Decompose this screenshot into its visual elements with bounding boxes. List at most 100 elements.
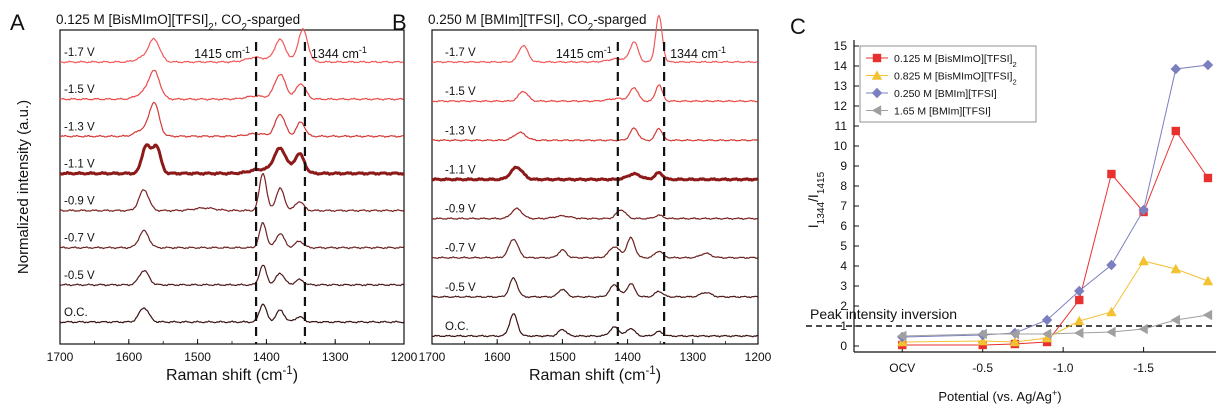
y-axis-label: I1344/I1415: [805, 171, 827, 228]
data-point: [1074, 327, 1084, 339]
x-tick-label: 1500: [549, 350, 576, 364]
chart-title-part: 2: [588, 22, 593, 33]
data-point: [1009, 328, 1020, 340]
data-point: [1041, 328, 1052, 340]
x-tick-label-part: 1500: [184, 350, 211, 364]
y-tick-label: 15: [834, 39, 848, 53]
x-axis-label-part: Raman shift (cm: [529, 367, 645, 384]
reference-label-part: -1: [604, 45, 612, 55]
trace-label-part: -1.3 V: [445, 125, 476, 137]
trace-label-part: -1.5 V: [64, 84, 95, 96]
trace-label: -0.5 V: [64, 270, 95, 282]
x-tick-label: 1200: [391, 350, 418, 364]
y-tick-label: 9: [840, 159, 847, 173]
legend-entry: 0.250 M [BMIm][TFSI]: [894, 88, 997, 100]
reference-label: 1415 cm-1: [556, 45, 612, 61]
chart-title-part: 0.250 M [BMIm][TFSI], CO: [428, 12, 588, 27]
x-axis-label: Raman shift (cm-1): [166, 365, 298, 384]
reference-label-part: -1: [718, 45, 726, 55]
x-tick-label-part: 1200: [745, 350, 772, 364]
legend-entry: 1.65 M [BMIm][TFSI]: [894, 106, 991, 118]
legend-box: [859, 45, 1037, 123]
y-tick-label-part: 4: [840, 259, 847, 273]
legend-entry-part: 0.250 M [BMIm][TFSI]: [894, 88, 997, 100]
y-tick-label-part: 1: [840, 319, 847, 333]
x-tick-label-part: 1600: [115, 350, 142, 364]
trace-label: -1.3 V: [64, 121, 95, 133]
x-tick-label: 1700: [419, 350, 446, 364]
trace-label-part: -0.5 V: [64, 270, 95, 282]
trace-label-part: O.C.: [64, 307, 88, 319]
data-point: [1009, 336, 1021, 347]
spectrum-line: [432, 313, 758, 338]
trace-label-part: -0.7 V: [64, 233, 95, 245]
reference-label: 1344 cm-1: [670, 45, 726, 61]
x-tick-label: 1600: [115, 350, 142, 364]
inversion-label-part: Peak intensity inversion: [810, 306, 957, 322]
spectrum-line: [59, 28, 405, 64]
plot-frame: [59, 29, 405, 345]
panel-letter-part: A: [10, 10, 25, 35]
trace-label: -1.1 V: [64, 158, 95, 170]
data-point: [872, 53, 882, 63]
spectra-panel-b: B 0.250 M [BMIm][TFSI], CO2-sparged 1700 16…: [392, 10, 772, 384]
chart-title-part: -sparged: [247, 12, 300, 27]
spectrum-line: [59, 101, 404, 138]
reference-label-part: -1: [242, 45, 250, 55]
data-point: [1106, 259, 1117, 271]
x-axis-label-part: -1: [282, 365, 292, 377]
x-axis-label: Raman shift (cm-1): [529, 365, 661, 384]
trace-label: -1.5 V: [64, 84, 95, 96]
spectrum-line: [431, 165, 759, 182]
x-tick-label-part: 1300: [322, 350, 349, 364]
y-tick-label-part: 8: [840, 179, 847, 193]
x-axis-label-part: Potential (vs. Ag/Ag: [938, 389, 1051, 404]
y-tick-label-part: 2: [840, 299, 847, 313]
x-tick-label: 1200: [745, 350, 772, 364]
x-tick-label: 1500: [184, 350, 211, 364]
trace-label: -1.7 V: [445, 47, 476, 59]
reference-label-part: 1344 cm: [311, 47, 359, 61]
x-tick-label-part: -0.5: [972, 361, 993, 375]
x-tick-label: -1.0: [1053, 361, 1074, 375]
legend-entry-part: 2: [1012, 77, 1016, 86]
x-axis-label-part: ): [656, 367, 661, 384]
spectrum-line: [431, 84, 758, 103]
panel-letter-part: B: [392, 10, 407, 35]
spectrum-line: [59, 173, 404, 213]
data-point: [871, 70, 883, 80]
x-tick-label-part: 1500: [549, 350, 576, 364]
y-tick-label-part: 5: [840, 239, 847, 253]
x-tick-label: 1300: [679, 350, 706, 364]
data-point: [1170, 263, 1181, 274]
trace-label-part: -0.5 V: [445, 282, 476, 294]
trace-label: -0.5 V: [445, 282, 476, 294]
x-tick-label-part: OCV: [889, 361, 915, 375]
trace-label: -1.3 V: [445, 125, 476, 137]
data-point: [1074, 315, 1085, 326]
y-tick-label: 12: [834, 99, 848, 113]
x-tick-label: -1.5: [1133, 361, 1154, 375]
y-tick-label: 1: [840, 319, 847, 333]
trace-label-part: -1.1 V: [445, 164, 476, 176]
data-point: [871, 87, 883, 99]
x-tick-label-part: -1.0: [1053, 361, 1074, 375]
chart-title-part: 2: [241, 22, 246, 33]
legend-entry: 0.125 M [BisMImO][TFSI]2: [894, 53, 1017, 69]
chart-title: 0.125 M [BisMImO][TFSI]2, CO2-sparged: [56, 12, 300, 33]
reference-label-part: 1344 cm: [670, 47, 718, 61]
y-tick-label: 13: [834, 79, 848, 93]
data-point: [1138, 255, 1149, 266]
x-tick-label-part: 1400: [253, 350, 280, 364]
series-group: [897, 59, 1214, 350]
trace-label: -0.9 V: [445, 204, 476, 216]
y-tick-label-part: 13: [834, 79, 848, 93]
x-axis-label: Potential (vs. Ag/Ag+): [938, 388, 1061, 404]
trace-label: O.C.: [445, 321, 469, 333]
data-point: [897, 330, 907, 342]
trace-label: -1.5 V: [445, 86, 476, 98]
y-axis-label-part: Normalized intensity (a.u.): [15, 100, 32, 274]
data-point: [1171, 126, 1180, 136]
